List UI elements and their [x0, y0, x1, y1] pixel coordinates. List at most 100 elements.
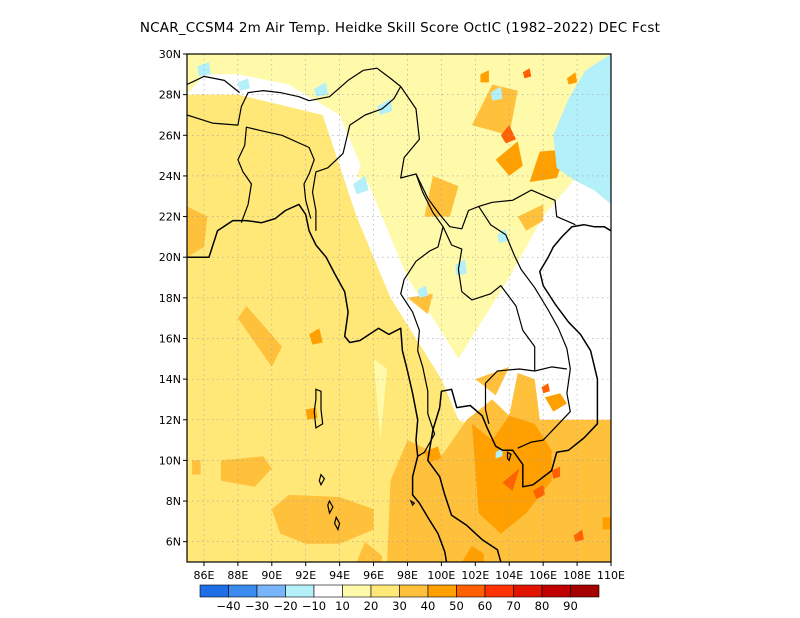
skill-region--10 [495, 448, 503, 459]
skill-region--10 [455, 259, 467, 276]
island-outline [333, 515, 341, 532]
chart-title: NCAR_CCSM4 2m Air Temp. Heidke Skill Sco… [139, 20, 661, 36]
skill-region-40 [544, 393, 567, 412]
colorbar-swatch [285, 584, 315, 598]
colorbar-swatch [199, 584, 229, 598]
x-tick-label: 88E [227, 569, 248, 582]
y-tick-label: 18N [159, 292, 181, 305]
lat-lon-grid [187, 54, 611, 562]
colorbar-label: 10 [335, 599, 350, 613]
x-tick-label: 108E [563, 569, 591, 582]
x-tick-label: 110E [597, 569, 625, 582]
y-tick-label: 26N [159, 129, 181, 142]
skill-region-40 [494, 460, 505, 477]
skill-region-30 [356, 541, 382, 562]
colorbar: −40 −30 −20 −10 10 20 30 40 50 60 70 80 90 [199, 584, 600, 613]
skill-region--10 [353, 175, 369, 195]
skill-region-30 [220, 456, 272, 487]
y-tick-label: 14N [159, 373, 181, 386]
colorbar-label: 70 [506, 599, 521, 613]
skill-region-30 [237, 306, 282, 367]
y-tick-label: 24N [159, 170, 181, 183]
y-tick-label: 22N [159, 211, 181, 224]
skill-region-10 [373, 358, 388, 441]
x-tick-label: 94E [329, 569, 350, 582]
y-tick-label: 12N [159, 414, 181, 427]
y-tick-label: 20N [159, 251, 181, 264]
skill-region-40 [566, 72, 578, 85]
skill-region--10 [314, 82, 328, 97]
colorbar-label: 50 [449, 599, 464, 613]
x-tick-label: 98E [397, 569, 418, 582]
country-boundary [311, 86, 402, 231]
x-tick-label: 100E [427, 569, 455, 582]
colorbar-label: −40 [216, 599, 240, 613]
skill-region-40 [602, 517, 611, 530]
skill-region-50 [573, 529, 584, 542]
y-tick-label: 6N [166, 536, 181, 549]
skill-region-30 [517, 204, 544, 231]
colorbar-label: −20 [273, 599, 297, 613]
skill-region-30 [424, 175, 459, 217]
colorbar-swatch [256, 584, 286, 598]
x-tick-label: 96E [363, 569, 384, 582]
country-boundary [400, 173, 444, 457]
skill-region-40 [461, 545, 484, 562]
y-tick-label: 16N [159, 332, 181, 345]
colorbar-swatch [399, 584, 429, 598]
colorbar-swatch [342, 584, 372, 598]
y-tick-label: 10N [159, 454, 181, 467]
colorbar-label: 30 [392, 599, 407, 613]
skill-region-50 [541, 383, 550, 394]
skill-region--10 [553, 54, 611, 205]
island-outline [318, 473, 326, 487]
country-boundary [534, 366, 567, 372]
x-tick-label: 104E [495, 569, 523, 582]
y-tick-label: 8N [166, 495, 181, 508]
skill-region-30 [187, 206, 208, 258]
island-outline [313, 388, 324, 429]
colorbar-swatch [513, 584, 543, 598]
country-boundary [187, 75, 240, 94]
island-outline [327, 499, 334, 515]
skill-region-50 [533, 484, 545, 499]
skill-region--10 [497, 228, 508, 243]
country-boundary [237, 126, 315, 223]
colorbar-swatch [228, 584, 258, 598]
country-boundary [442, 226, 536, 424]
skill-region-30 [192, 460, 201, 475]
country-boundary [400, 86, 576, 230]
skill-region-30 [407, 293, 433, 315]
x-tick-label: 86E [193, 569, 214, 582]
skill-region-30 [271, 494, 374, 544]
skill-region--10 [237, 78, 250, 91]
skill-region-50 [500, 125, 516, 144]
skill-region-40 [309, 328, 323, 345]
colorbar-label: 40 [421, 599, 436, 613]
x-tick-label: 102E [461, 569, 489, 582]
colorbar-label: 80 [535, 599, 550, 613]
skill-region-50 [502, 468, 520, 491]
axis-ticks: 86E 88E 90E 92E 94E 96E 98E 100E 102E 104E 106E 108… [159, 48, 625, 582]
colorbar-label: 90 [563, 599, 578, 613]
colorbar-label: 20 [364, 599, 379, 613]
skill-region-50 [551, 466, 561, 479]
colorbar-swatch [313, 584, 343, 598]
skill-region--10 [490, 86, 503, 101]
skill-region-40 [471, 415, 552, 534]
colorbar-label: −30 [245, 599, 269, 613]
country-boundary [478, 206, 571, 449]
colorbar-swatch [541, 584, 571, 598]
skill-region-50 [522, 68, 532, 79]
skill-region--10 [417, 285, 428, 298]
colorbar-label: −10 [302, 599, 326, 613]
x-tick-label: 106E [529, 569, 557, 582]
colorbar-swatch [427, 584, 457, 598]
colorbar-swatch [570, 584, 600, 598]
skill-region-30 [475, 366, 510, 396]
y-tick-label: 30N [159, 48, 181, 61]
colorbar-swatch [484, 584, 514, 598]
skill-score-fill [187, 54, 611, 562]
x-tick-label: 92E [295, 569, 316, 582]
